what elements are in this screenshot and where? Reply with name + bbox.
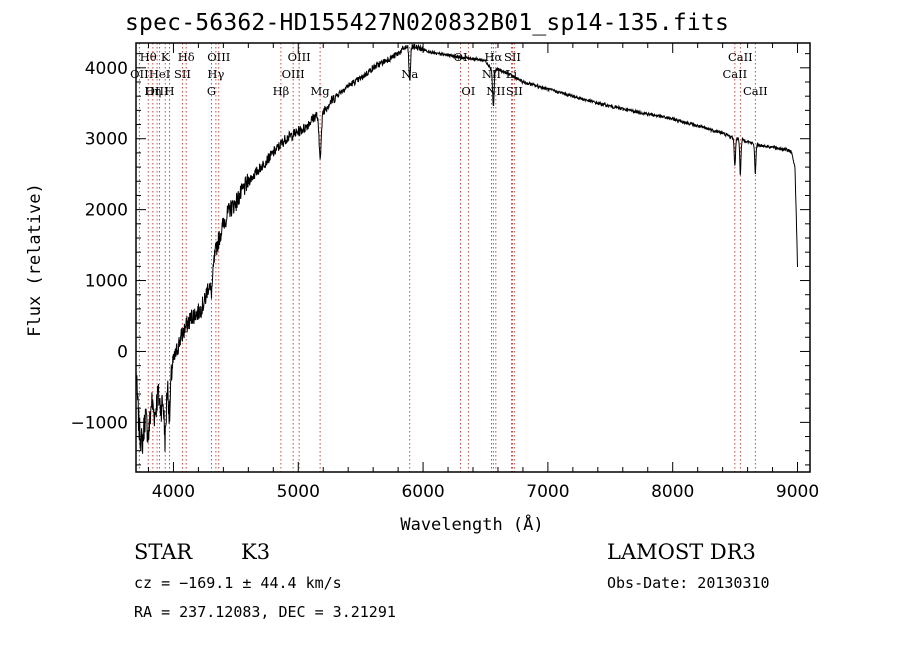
line-label-1: OII xyxy=(130,67,149,81)
line-label-16: Na xyxy=(401,67,418,81)
axis-tick-labels: 4000 5000 6000 7000 8000 9000 −1000 0 1000 2000 30… xyxy=(70,59,819,502)
y-tick-label: 4000 xyxy=(85,59,128,79)
spectral-subclass: K3 xyxy=(241,540,271,564)
sky-coordinates: RA = 237.12083, DEC = 3.21291 xyxy=(134,603,396,621)
redshift-velocity: cz = −169.1 ± 44.4 km/s xyxy=(134,574,342,592)
object-class: STAR xyxy=(134,540,193,564)
y-tick-label: 2000 xyxy=(85,201,128,221)
line-label-10: Hγ xyxy=(207,67,224,81)
x-tick-label: 7000 xyxy=(526,482,569,502)
spectral-line-labels: Hθ OII OIII K HeI Hη H SII Hδ OIII Hγ G Hβ OIII OIII Mg… xyxy=(130,50,768,98)
line-label-21: NII xyxy=(486,84,505,98)
line-label-7: SII xyxy=(174,67,191,81)
survey-name: LAMOST DR3 xyxy=(607,540,756,564)
line-label-24: SII xyxy=(506,84,523,98)
line-label-19: Hα xyxy=(484,50,502,64)
y-tick-label: 1000 xyxy=(85,272,128,292)
line-label-5: Hη xyxy=(144,84,161,98)
line-label-25: CaII xyxy=(728,50,753,64)
line-label-18: OI xyxy=(461,84,475,98)
line-label-8: Hδ xyxy=(178,50,195,64)
x-axis-label: Wavelength (Å) xyxy=(400,513,543,535)
emission-line-markers xyxy=(138,43,756,472)
line-label-23: Li xyxy=(506,67,518,81)
x-tick-label: 4000 xyxy=(152,482,195,502)
line-label-12: Hβ xyxy=(273,84,290,98)
line-label-6: H xyxy=(165,84,175,98)
spectrum-line xyxy=(136,43,798,454)
plot-frame xyxy=(135,42,811,473)
line-label-26: CaII xyxy=(722,67,747,81)
y-axis-label: Flux (relative) xyxy=(25,183,45,337)
x-tick-label: 5000 xyxy=(277,482,320,502)
line-label-13: OIII xyxy=(288,50,311,64)
line-label-11: G xyxy=(207,84,216,98)
line-label-22: SII xyxy=(504,50,521,64)
y-tick-label: −1000 xyxy=(70,413,128,433)
line-label-17: OI xyxy=(454,50,468,64)
x-tick-label: 6000 xyxy=(401,482,444,502)
y-tick-label: 0 xyxy=(117,342,128,362)
chart-title: spec-56362-HD155427N020832B01_sp14-135.f… xyxy=(125,10,730,36)
line-label-15: Mg xyxy=(311,84,331,98)
line-label-9: OIII xyxy=(207,50,230,64)
spectrum-series xyxy=(136,43,798,454)
line-label-3: K xyxy=(161,50,170,64)
observation-date: Obs-Date: 20130310 xyxy=(607,574,770,592)
x-tick-label: 9000 xyxy=(776,482,819,502)
line-label-0: Hθ xyxy=(140,50,157,64)
line-label-2: OIII xyxy=(146,84,169,98)
line-label-14: OIII xyxy=(282,67,305,81)
y-tick-label: 3000 xyxy=(85,130,128,150)
line-label-27: CaII xyxy=(743,84,768,98)
x-tick-label: 8000 xyxy=(651,482,694,502)
line-label-20: NII xyxy=(482,67,501,81)
axis-ticks xyxy=(136,43,810,472)
line-label-4: HeI xyxy=(149,67,170,81)
